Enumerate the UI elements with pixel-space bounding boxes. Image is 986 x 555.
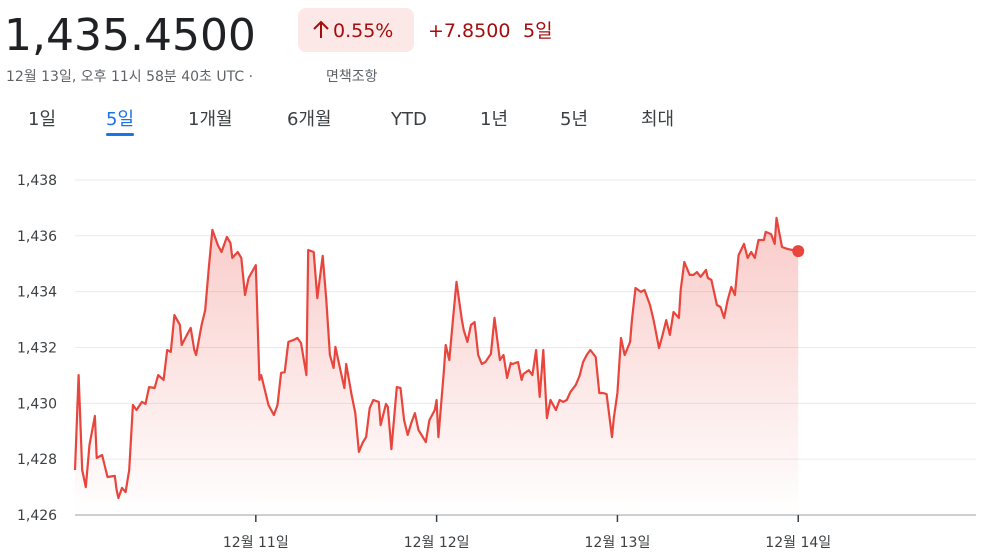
change-value: +7.8500 <box>428 20 510 42</box>
y-tick-label: 1,438 <box>17 173 57 189</box>
area <box>75 217 799 515</box>
range-tab[interactable]: 6개월 <box>287 109 332 130</box>
change-badge <box>298 8 414 52</box>
range-tab[interactable]: 1년 <box>480 109 508 130</box>
range-tab[interactable]: YTD <box>390 109 427 130</box>
x-tick-label: 12월 11일 <box>223 535 289 551</box>
up-arrow-icon <box>313 20 329 38</box>
price: 1,435.4500 <box>4 10 256 61</box>
y-tick-label: 1,430 <box>17 396 57 412</box>
range-tab[interactable]: 5년 <box>560 109 588 130</box>
disclaimer-link[interactable]: 면책조항 <box>326 69 378 85</box>
y-tick-label: 1,426 <box>17 508 57 524</box>
active-tab-underline <box>106 133 135 136</box>
y-tick-label: 1,432 <box>17 340 57 356</box>
timestamp: 12월 13일, 오후 11시 58분 40초 UTC · <box>6 69 253 85</box>
x-tick-label: 12월 14일 <box>765 535 831 551</box>
range-tab[interactable]: 1개월 <box>188 109 233 130</box>
y-tick-label: 1,434 <box>17 285 57 301</box>
range-tab[interactable]: 5일 <box>106 109 134 130</box>
x-tick-label: 12월 12일 <box>404 535 470 551</box>
range-tabs: 1일 5일 1개월 6개월 YTD 1년 5년 최대 <box>28 109 674 136</box>
y-tick-label: 1,436 <box>17 229 57 245</box>
change-percent: 0.55% <box>333 20 393 42</box>
last-point <box>792 245 805 258</box>
x-tick-label: 12월 13일 <box>585 535 651 551</box>
price-line <box>73 216 799 500</box>
range-tab[interactable]: 1일 <box>28 109 56 130</box>
range-tab[interactable]: 최대 <box>641 109 674 130</box>
y-tick-label: 1,428 <box>17 452 57 468</box>
chart: 1,426 1,428 1,430 1,432 1,434 1,436 1,438 12월 1… <box>17 173 976 551</box>
change-period: 5일 <box>523 20 553 42</box>
